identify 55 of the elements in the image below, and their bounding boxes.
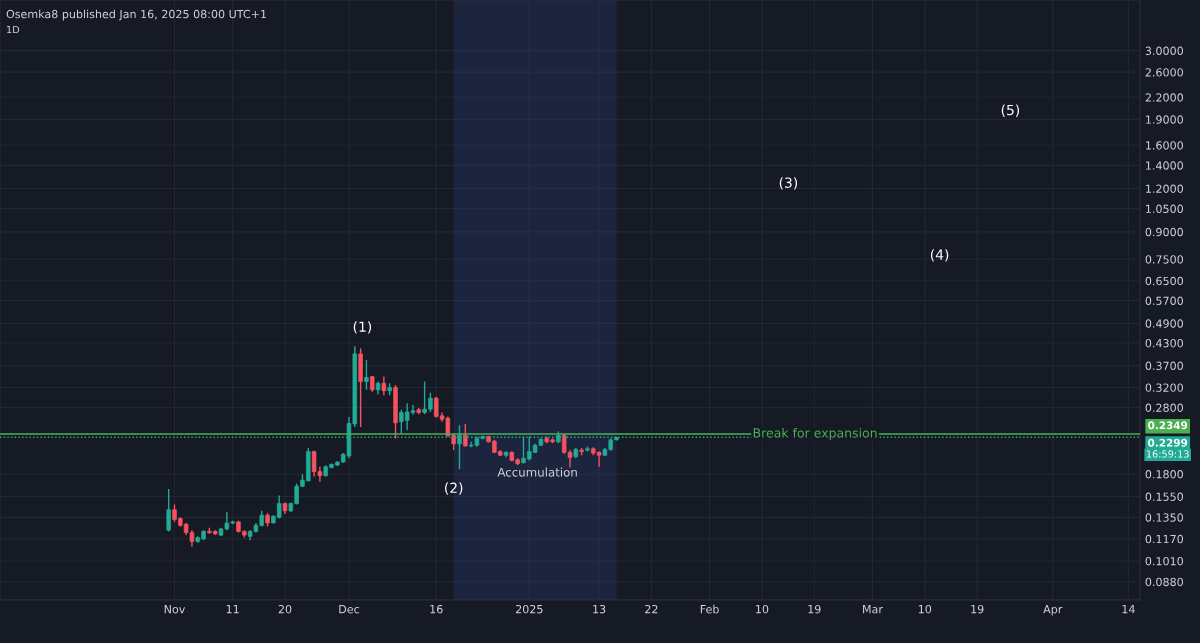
annotation: Accumulation xyxy=(497,467,577,477)
x-tick-label: Nov xyxy=(164,605,185,614)
y-tick-label: 0.0880 xyxy=(1145,577,1183,587)
candlestick xyxy=(166,488,171,533)
annotation: (3) xyxy=(779,177,798,190)
y-tick-label: 0.5700 xyxy=(1145,296,1183,305)
candlestick xyxy=(463,423,468,448)
x-tick-label: 22 xyxy=(645,604,658,614)
y-tick-label: 0.2800 xyxy=(1145,403,1183,412)
annotation: Osemka8 published Jan 16, 2025 08:00 UTC+1 xyxy=(6,9,267,21)
candlestick xyxy=(364,359,369,391)
x-tick-label: 11 xyxy=(226,605,239,614)
y-tick-label: 0.1550 xyxy=(1145,492,1183,501)
x-tick-label: Mar xyxy=(863,605,883,614)
text: 0.2349 xyxy=(1148,421,1188,430)
y-tick-label: 0.3200 xyxy=(1145,383,1183,392)
x-tick-label: 13 xyxy=(593,604,606,614)
x-tick-label: Apr xyxy=(1043,605,1063,616)
x-tick-label: 20 xyxy=(278,604,292,614)
x-tick-label: Dec xyxy=(339,605,360,614)
y-tick-label: 1.4000 xyxy=(1146,161,1183,170)
text: 1D xyxy=(7,26,20,34)
text: 16:59:13 xyxy=(1146,450,1189,458)
x-tick-label: 10 xyxy=(918,604,932,614)
annotation: (1) xyxy=(353,321,372,334)
x-tick-label: 19 xyxy=(808,604,821,614)
y-tick-label: 0.1800 xyxy=(1145,470,1183,479)
y-tick-label: 0.7500 xyxy=(1145,255,1183,264)
annotation: (5) xyxy=(1001,104,1020,117)
y-tick-label: 0.1170 xyxy=(1145,534,1183,544)
y-tick-label: 2.6000 xyxy=(1145,68,1183,77)
x-tick-label: Feb xyxy=(700,604,719,614)
y-tick-label: 3.0000 xyxy=(1145,46,1183,56)
y-tick-label: 1.9000 xyxy=(1146,115,1183,124)
text: 0.2299 xyxy=(1148,438,1188,447)
y-tick-label: 0.1350 xyxy=(1145,513,1183,522)
x-tick-label: 10 xyxy=(756,604,769,614)
y-tick-label: 0.9000 xyxy=(1145,227,1183,237)
candlestick xyxy=(381,375,387,396)
x-tick-label: 2025 xyxy=(515,604,543,614)
annotation: (2) xyxy=(445,482,463,495)
x-tick-label: 14 xyxy=(1122,605,1135,614)
x-tick-label: 16 xyxy=(430,604,443,614)
x-tick-label: 19 xyxy=(971,604,984,614)
ref-line-label: Break for expansion xyxy=(753,427,877,441)
annotation: (4) xyxy=(930,249,949,262)
y-tick-label: 2.2000 xyxy=(1145,93,1183,102)
y-tick-label: 1.6000 xyxy=(1146,141,1183,150)
y-tick-label: 0.4900 xyxy=(1145,319,1183,328)
y-tick-label: 1.0500 xyxy=(1146,204,1183,214)
y-tick-label: 1.2000 xyxy=(1146,184,1183,193)
y-tick-label: 0.3700 xyxy=(1145,361,1183,370)
y-tick-label: 0.1010 xyxy=(1145,557,1183,566)
y-tick-label: 0.6500 xyxy=(1145,276,1183,286)
y-tick-label: 0.4300 xyxy=(1145,338,1183,348)
